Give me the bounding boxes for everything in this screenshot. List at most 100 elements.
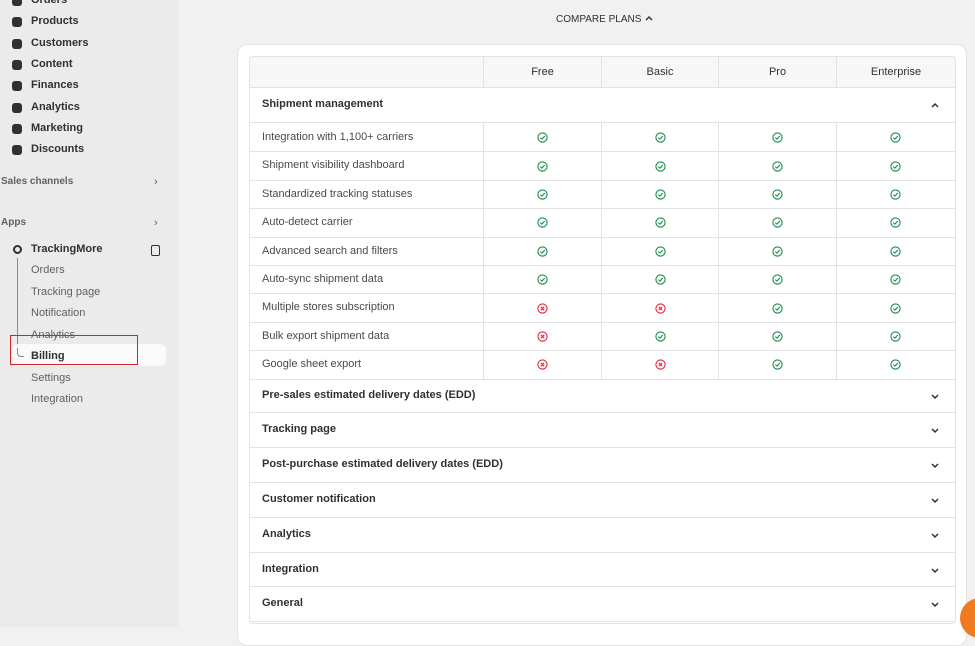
chevron[interactable]: › — [154, 176, 158, 188]
app-nav-item[interactable]: Integration — [31, 393, 83, 405]
cross-icon — [537, 359, 548, 371]
section-label[interactable]: Apps — [1, 217, 26, 228]
check-icon — [537, 274, 548, 285]
chevron[interactable]: › — [154, 217, 158, 229]
check-icon — [537, 189, 548, 200]
check-icon — [772, 331, 783, 342]
check-icon — [890, 359, 901, 371]
collapsed-section[interactable] — [250, 483, 955, 518]
nav-icon — [12, 59, 22, 70]
plan-cell — [719, 208, 837, 238]
nav-item[interactable]: Marketing — [31, 121, 83, 134]
feature-name: Shipment visibility dashboard — [262, 159, 405, 172]
chevron-down[interactable] — [930, 566, 940, 574]
collapsed-section[interactable] — [250, 448, 955, 483]
collapsed-section[interactable] — [250, 413, 955, 449]
app-nav-item[interactable]: Tracking page — [31, 285, 101, 298]
check-icon — [772, 359, 783, 371]
section-label[interactable]: Sales channels — [1, 176, 74, 187]
section-title: Pre-sales estimated delivery dates (EDD) — [262, 388, 476, 401]
nav-icon — [12, 38, 22, 49]
compare-plans[interactable]: COMPARE PLANS — [556, 14, 654, 25]
plan-cell — [719, 350, 837, 380]
nav-item[interactable]: Content — [31, 57, 73, 70]
app-nav-item[interactable]: Settings — [31, 371, 71, 384]
app-nav-item[interactable]: Billing — [31, 350, 65, 362]
plan-cell — [837, 350, 955, 380]
plan-cell — [484, 293, 602, 323]
app-name[interactable]: TrackingMore — [31, 243, 103, 255]
nav-item[interactable]: Finances — [31, 79, 79, 92]
nav-icon — [12, 102, 22, 113]
check-icon — [890, 189, 901, 200]
section-title: Integration — [262, 562, 319, 575]
check-icon — [890, 302, 901, 314]
feature-name: Advanced search and filters — [262, 244, 398, 257]
comparison-table: Free Basic Pro Enterprise Shipment managemen… — [249, 56, 956, 624]
nav-item[interactable]: Orders — [31, 0, 68, 6]
check-icon — [654, 274, 666, 285]
section-title: Tracking page — [262, 423, 336, 436]
cross-icon — [654, 359, 666, 371]
nav-icon — [12, 145, 22, 156]
plan-cell — [484, 265, 602, 295]
collapsed-section[interactable] — [250, 518, 955, 553]
feature-cell — [250, 293, 484, 323]
nav-icon — [12, 0, 22, 6]
plan-cell — [719, 293, 837, 323]
section-title: Post-purchase estimated delivery dates (… — [262, 458, 503, 471]
chevron-down[interactable] — [930, 531, 940, 539]
header-cell — [250, 57, 484, 88]
nav-item[interactable]: Discounts — [31, 143, 85, 156]
feature-name: Multiple stores subscription — [262, 301, 395, 314]
check-icon — [772, 132, 783, 143]
plan-cell — [484, 151, 602, 181]
collapsed-section[interactable] — [250, 379, 955, 414]
section-header[interactable] — [250, 88, 955, 123]
plan-cell — [719, 236, 837, 266]
plan-cell — [602, 236, 719, 266]
sidebar: Orders Products Customers Content Finances An… — [0, 0, 178, 627]
plan-cell — [484, 123, 602, 153]
plan-cell — [837, 322, 955, 352]
highlight-box — [10, 335, 138, 365]
collapsed-section[interactable] — [250, 587, 955, 623]
feature-name: Auto-detect carrier — [262, 216, 353, 229]
chevron-up[interactable] — [930, 101, 940, 109]
check-icon — [772, 189, 783, 200]
check-icon — [772, 274, 783, 285]
check-icon — [890, 160, 901, 172]
check-icon — [654, 246, 666, 257]
plan-cell — [719, 151, 837, 181]
chevron-down[interactable] — [930, 600, 940, 608]
app-nav-item[interactable]: Orders — [31, 264, 65, 276]
feature-cell — [250, 265, 484, 295]
plan-cell — [484, 350, 602, 380]
cross-icon — [537, 302, 548, 314]
cross-icon — [537, 331, 548, 342]
check-icon — [654, 331, 666, 342]
header-cell: Free — [484, 57, 602, 88]
check-icon — [537, 160, 548, 172]
collapsed-section[interactable] — [250, 553, 955, 588]
tree-line — [17, 258, 18, 356]
nav-icon — [12, 17, 22, 28]
nav-item[interactable]: Analytics — [31, 100, 80, 113]
nav-item[interactable]: Customers — [31, 36, 89, 49]
app-nav-item[interactable]: Analytics — [31, 328, 76, 341]
header-cell: Basic — [602, 57, 719, 88]
chevron-down[interactable] — [930, 426, 940, 434]
app-nav-item[interactable]: Notification — [31, 307, 86, 319]
chevron-down[interactable] — [930, 461, 940, 469]
section-title: Customer notification — [262, 493, 376, 505]
chevron-down[interactable] — [930, 496, 940, 504]
plan-cell — [484, 208, 602, 238]
plan-cell — [484, 321, 602, 352]
nav-item[interactable]: Products — [31, 15, 79, 28]
pin-icon[interactable] — [151, 245, 160, 256]
plan-cell — [602, 208, 719, 238]
chevron-down[interactable] — [930, 392, 940, 400]
chevron-up — [645, 16, 653, 21]
feature-cell — [250, 350, 484, 380]
check-icon — [537, 246, 548, 257]
